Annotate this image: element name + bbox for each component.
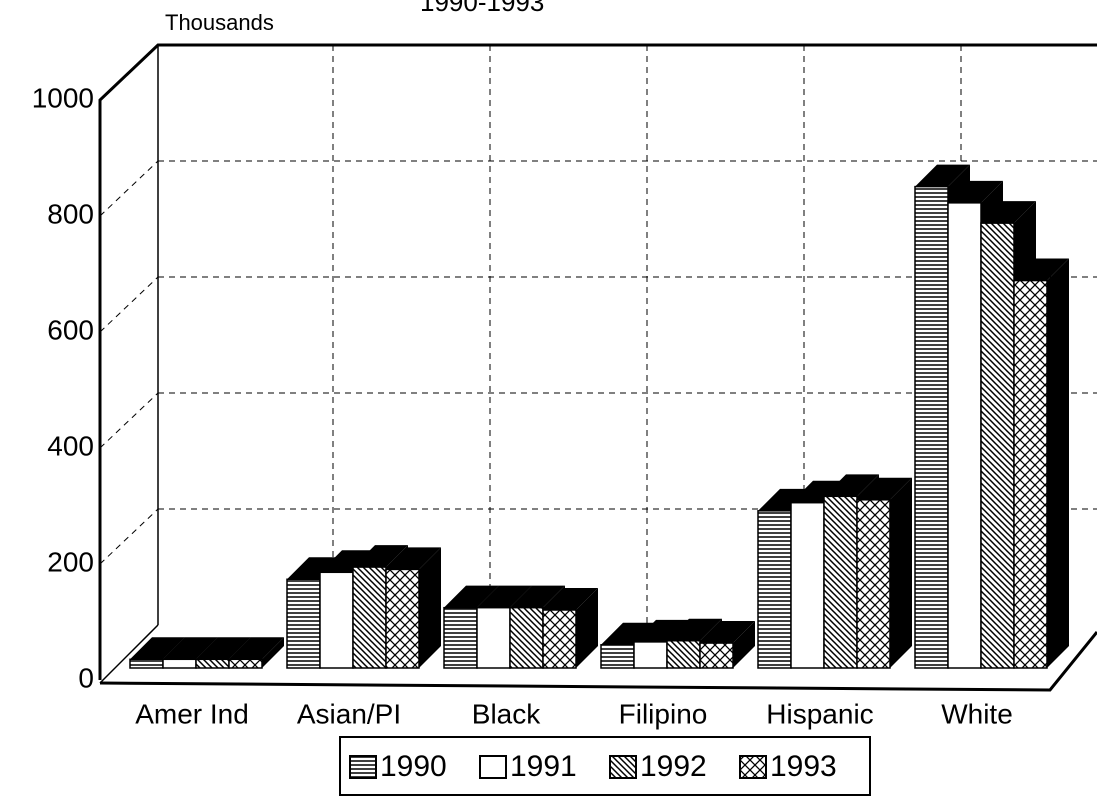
bar [228, 658, 263, 669]
bar-top [320, 550, 375, 573]
legend-swatch [479, 755, 507, 779]
chart-title: 1990-1993 [420, 0, 544, 17]
bar [666, 639, 701, 669]
bar-top [386, 547, 441, 570]
bar-top [700, 621, 755, 644]
x-tick-label: Hispanic [766, 698, 873, 729]
bar-top [948, 180, 1003, 203]
x-tick-label: Filipino [619, 698, 708, 729]
bar-top [758, 488, 813, 511]
bar-top [229, 637, 284, 660]
bar-top [163, 637, 218, 660]
legend-swatch [349, 755, 377, 779]
bar [352, 566, 387, 669]
bar-side [419, 547, 441, 668]
bar [195, 658, 230, 669]
bar [385, 568, 420, 669]
bar-side [576, 588, 598, 668]
legend-label: 1990 [380, 750, 447, 783]
bar-top [510, 585, 565, 608]
bar-side [890, 477, 912, 668]
bar [162, 658, 197, 669]
bar [129, 658, 164, 669]
bar-top [1014, 258, 1069, 281]
bar [914, 185, 949, 669]
y-axis-label: Thousands [165, 10, 274, 35]
bar-top [130, 637, 185, 660]
grid-line [99, 508, 159, 565]
y-tick-label: 1000 [32, 82, 94, 113]
x-tick-label: Black [472, 698, 541, 729]
x-tick-label: White [941, 698, 1013, 729]
legend-label: 1991 [510, 750, 577, 783]
y-tick-label: 600 [47, 314, 94, 345]
y-tick-label: 400 [47, 430, 94, 461]
bar-side [733, 621, 755, 668]
bar-top [634, 619, 689, 642]
legend-swatch [739, 755, 767, 779]
bar-top [353, 545, 408, 568]
bar-top [791, 480, 846, 503]
bar [823, 495, 858, 669]
x-tick-label: Amer Ind [135, 698, 249, 729]
bar-top [196, 637, 251, 660]
bar-top [601, 622, 656, 645]
bar-top [543, 588, 598, 610]
legend-swatch [609, 755, 637, 779]
y-tick-label: 800 [47, 198, 94, 229]
legend-box [339, 736, 871, 796]
bar [856, 499, 891, 669]
bar [757, 510, 792, 669]
bar [980, 222, 1015, 669]
legend-label: 1992 [640, 750, 707, 783]
walls [98, 43, 1097, 692]
grid-line [99, 392, 159, 449]
bar [600, 644, 635, 669]
bar [790, 501, 825, 669]
bar [286, 578, 321, 669]
bar-side [262, 637, 284, 668]
bar [509, 606, 544, 669]
x-tick-label: Asian/PI [297, 698, 401, 729]
bar-top [824, 474, 879, 497]
bar-top [444, 585, 499, 608]
legend: 1990 1991 1992 1993 [349, 750, 837, 783]
labels: 0 200 400 600 800 1000 Amer Ind Asian/PI Black Fi… [32, 82, 1013, 729]
bar [699, 642, 734, 669]
bar-top [667, 618, 722, 641]
bar [542, 609, 577, 669]
bar [633, 641, 668, 669]
bar [947, 202, 982, 669]
bar [476, 606, 511, 669]
grid-line [99, 276, 159, 333]
bar-top [981, 201, 1036, 224]
bar-top [287, 557, 342, 580]
bar [1013, 279, 1048, 669]
y-tick-label: 200 [47, 546, 94, 577]
legend-label: 1993 [770, 750, 837, 783]
bars [129, 164, 1069, 669]
bar [443, 606, 478, 669]
grid-line [99, 160, 159, 217]
bar-top [915, 164, 970, 187]
bar-top [857, 477, 912, 500]
bar-side [1047, 258, 1069, 668]
bar-top [477, 585, 532, 608]
bar [319, 571, 354, 669]
y-tick-label: 0 [78, 662, 94, 693]
